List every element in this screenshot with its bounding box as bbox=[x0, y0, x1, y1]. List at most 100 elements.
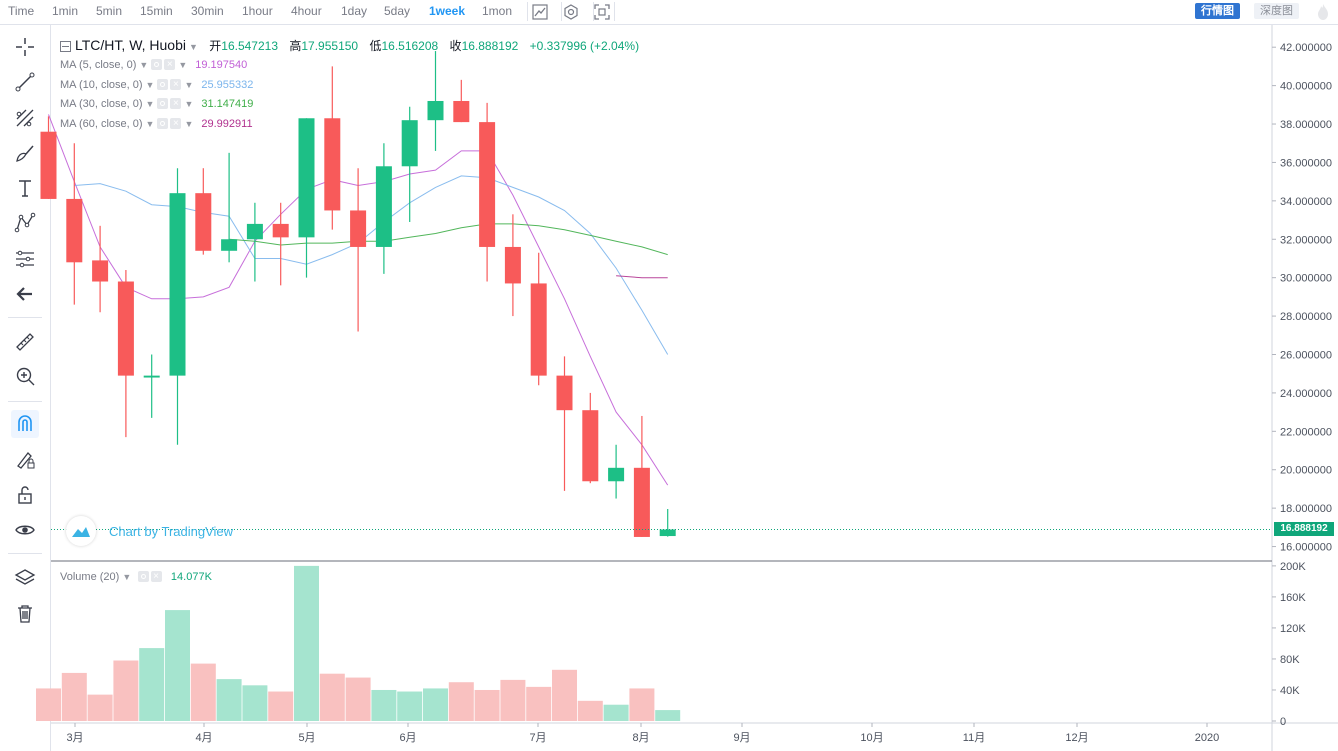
toolbar-separator bbox=[561, 2, 562, 21]
volume-bar bbox=[345, 677, 371, 721]
close-icon[interactable]: × bbox=[164, 59, 176, 71]
price-tick-label: 20.000000 bbox=[1280, 465, 1332, 477]
toolbar-separator bbox=[593, 2, 594, 21]
timeframe-30min[interactable]: 30min bbox=[191, 4, 224, 18]
settings-icon[interactable] bbox=[151, 59, 163, 71]
ruler-icon[interactable] bbox=[11, 328, 39, 356]
time-tick-label: 11月 bbox=[963, 732, 985, 744]
chevron-down-icon[interactable]: ▼ bbox=[122, 572, 132, 582]
unlock-icon[interactable] bbox=[11, 481, 39, 509]
close-icon[interactable]: × bbox=[170, 78, 182, 90]
fullscreen-icon[interactable] bbox=[593, 3, 611, 21]
price-tick-label: 22.000000 bbox=[1280, 426, 1332, 438]
candle-body bbox=[530, 283, 547, 376]
ma-value: 29.992911 bbox=[201, 117, 253, 130]
candle-body bbox=[659, 529, 676, 537]
measure-icon[interactable] bbox=[11, 245, 39, 273]
close-icon[interactable]: × bbox=[150, 571, 162, 583]
price-tick-label: 40.000000 bbox=[1280, 81, 1332, 93]
volume-bar bbox=[87, 694, 113, 721]
bar-style-icon[interactable] bbox=[531, 3, 549, 21]
brush-icon[interactable] bbox=[11, 139, 39, 167]
layers-icon[interactable] bbox=[11, 564, 39, 592]
timeframe-4hour[interactable]: 4hour bbox=[291, 4, 322, 18]
candle-body bbox=[66, 198, 83, 263]
chevron-down-icon[interactable]: ▼ bbox=[139, 60, 149, 70]
candle-body bbox=[375, 166, 392, 247]
price-tick-label: 24.000000 bbox=[1280, 388, 1332, 400]
chevron-down-icon[interactable]: ▼ bbox=[184, 79, 194, 90]
indicators-icon[interactable] bbox=[562, 3, 580, 21]
timeframe-5day[interactable]: 5day bbox=[384, 4, 411, 18]
toolbar-separator bbox=[614, 2, 615, 21]
candle-body bbox=[143, 375, 160, 378]
volume-bar bbox=[268, 691, 294, 721]
symbol-title[interactable]: LTC/HT, W, Huobi bbox=[75, 37, 186, 53]
chevron-down-icon[interactable]: ▼ bbox=[184, 99, 194, 109]
volume-bar bbox=[242, 685, 268, 721]
settings-icon[interactable] bbox=[137, 571, 149, 583]
timeframe-15min[interactable]: 15min bbox=[140, 4, 173, 18]
flame-icon[interactable] bbox=[1314, 3, 1332, 21]
time-tick-label: 7月 bbox=[529, 732, 546, 744]
main-legend: LTC/HT, W, Huobi ▼ 开16.547213 高17.955150 … bbox=[60, 37, 639, 54]
candle-body bbox=[92, 260, 109, 282]
chevron-down-icon[interactable]: ▼ bbox=[184, 118, 194, 129]
zoom-in-icon[interactable] bbox=[11, 362, 39, 390]
ma-value: 19.197540 bbox=[195, 59, 248, 71]
text-icon[interactable] bbox=[11, 174, 39, 202]
depth-chart-button[interactable]: 深度图 bbox=[1254, 3, 1299, 19]
pattern-icon[interactable] bbox=[11, 209, 39, 237]
volume-bar bbox=[629, 688, 655, 721]
timeframe-1day[interactable]: 1day bbox=[341, 4, 368, 18]
trash-icon[interactable] bbox=[11, 600, 39, 628]
price-tick-label: 16.000000 bbox=[1280, 542, 1332, 554]
close-icon[interactable]: × bbox=[170, 117, 182, 129]
chevron-down-icon[interactable]: ▼ bbox=[145, 79, 155, 90]
timeframe-1week[interactable]: 1week bbox=[429, 4, 466, 18]
timeframe-1min[interactable]: 1min bbox=[52, 4, 79, 18]
volume-value: 14.077K bbox=[170, 571, 212, 583]
volume-tick-label: 80K bbox=[1280, 654, 1300, 666]
crosshair-icon[interactable] bbox=[11, 33, 39, 61]
chart-background bbox=[51, 25, 1338, 751]
timeframe-time[interactable]: Time bbox=[8, 4, 35, 18]
last-price-value: 16.888192 bbox=[1280, 523, 1328, 535]
trend-line-icon[interactable] bbox=[11, 68, 39, 96]
volume-title[interactable]: Volume (20) bbox=[60, 571, 120, 583]
chevron-down-icon[interactable]: ▼ bbox=[145, 99, 155, 109]
collapse-icon[interactable] bbox=[60, 41, 71, 53]
back-arrow-icon[interactable] bbox=[11, 280, 39, 308]
close-icon[interactable]: × bbox=[170, 98, 182, 110]
chevron-down-icon[interactable]: ▼ bbox=[178, 60, 188, 70]
volume-bar bbox=[603, 704, 629, 721]
magnet-icon[interactable] bbox=[11, 410, 39, 438]
ma-title[interactable]: MA (10, close, 0) bbox=[60, 78, 143, 91]
ma-title[interactable]: MA (5, close, 0) bbox=[60, 59, 137, 71]
ma-title[interactable]: MA (60, close, 0) bbox=[60, 117, 143, 130]
settings-icon[interactable] bbox=[157, 117, 169, 129]
volume-bar bbox=[448, 682, 474, 721]
ma-value: 31.147419 bbox=[201, 98, 254, 110]
timeframe-1hour[interactable]: 1hour bbox=[242, 4, 273, 18]
tradingview-logo-icon bbox=[66, 516, 96, 546]
timeframe-1mon[interactable]: 1mon bbox=[482, 4, 513, 18]
time-tick-label: 9月 bbox=[733, 732, 750, 744]
settings-icon[interactable] bbox=[157, 98, 169, 110]
candle-body bbox=[582, 410, 599, 482]
timeframe-5min[interactable]: 5min bbox=[96, 4, 123, 18]
pitchfork-icon[interactable] bbox=[11, 104, 39, 132]
high-label: 高 bbox=[289, 39, 302, 53]
ma-title[interactable]: MA (30, close, 0) bbox=[60, 98, 143, 110]
lock-drawing-icon[interactable] bbox=[11, 445, 39, 473]
settings-icon[interactable] bbox=[157, 78, 169, 90]
chevron-down-icon[interactable]: ▼ bbox=[145, 118, 155, 129]
eye-icon[interactable] bbox=[11, 516, 39, 544]
market-chart-button[interactable]: 行情图 bbox=[1195, 3, 1240, 19]
watermark[interactable]: Chart by TradingView bbox=[66, 516, 233, 546]
time-tick-label: 8月 bbox=[632, 732, 649, 744]
volume-bar bbox=[113, 660, 139, 721]
chevron-down-icon[interactable]: ▼ bbox=[189, 42, 198, 52]
volume-tick-label: 120K bbox=[1280, 623, 1306, 635]
